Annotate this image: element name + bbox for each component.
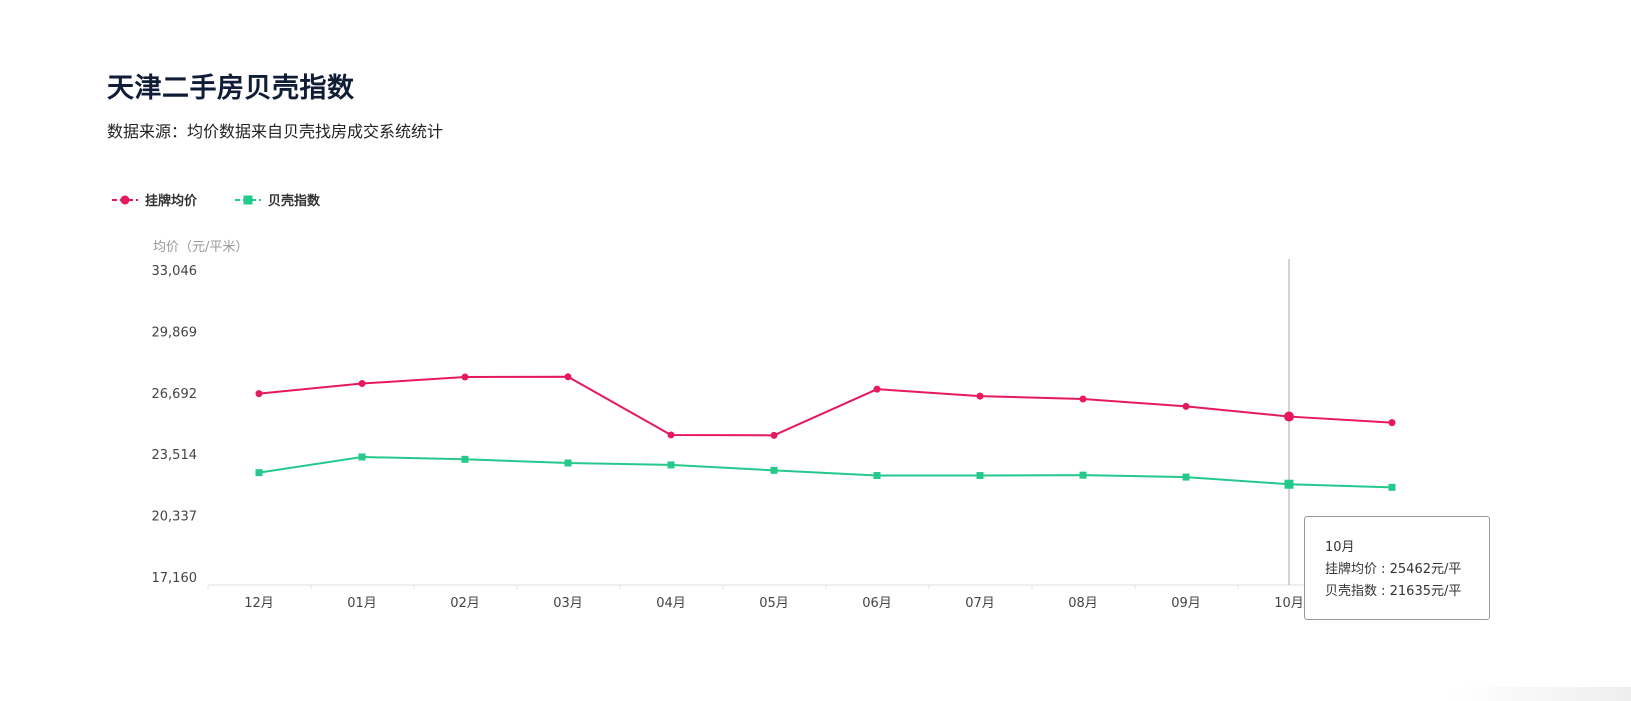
legend-item-beike-index[interactable]: 贝壳指数 <box>235 190 320 209</box>
data-point-beike-index <box>1182 473 1190 481</box>
y-tick-label: 17,160 <box>152 571 198 586</box>
y-axis-label: 均价（元/平米） <box>153 240 249 255</box>
data-point-beike-index <box>770 466 778 474</box>
data-point-beike-index <box>255 469 263 477</box>
tooltip-listing-price: 挂牌均价 : 25462元/平 <box>1325 562 1462 577</box>
data-point-listing-price <box>976 392 984 400</box>
data-point-beike-index <box>1284 479 1294 489</box>
data-point-listing-price <box>1182 402 1190 410</box>
data-point-beike-index <box>976 472 984 480</box>
x-tick-label: 07月 <box>965 596 995 611</box>
x-tick-label: 01月 <box>347 596 377 611</box>
data-point-beike-index <box>461 455 469 463</box>
data-point-beike-index <box>564 459 572 467</box>
y-tick-label: 29,869 <box>152 325 198 340</box>
page-title: 天津二手房贝壳指数 <box>107 73 355 104</box>
y-tick-label: 20,337 <box>152 510 198 525</box>
data-point-beike-index <box>667 461 675 469</box>
x-tick-label: 03月 <box>553 596 583 611</box>
x-tick-label: 06月 <box>862 596 892 611</box>
legend-circle-marker-icon <box>112 195 138 204</box>
data-point-listing-price <box>564 373 572 381</box>
x-tick-label: 05月 <box>759 596 789 611</box>
x-tick-label: 10月 <box>1274 596 1304 611</box>
data-point-listing-price <box>770 431 778 439</box>
data-point-beike-index <box>1388 483 1396 491</box>
y-tick-label: 26,692 <box>152 387 198 402</box>
data-point-beike-index <box>1079 471 1087 479</box>
x-tick-label: 08月 <box>1068 596 1098 611</box>
x-tick-label: 02月 <box>450 596 480 611</box>
page-subtitle: 数据来源：均价数据来自贝壳找房成交系统统计 <box>107 122 444 141</box>
series-line-beike-index <box>258 455 1393 489</box>
tooltip-month: 10月 <box>1325 540 1355 555</box>
x-tick-label: 12月 <box>244 596 274 611</box>
legend-square-marker-icon <box>235 195 262 204</box>
data-point-listing-price <box>255 390 263 398</box>
series-line-listing-price <box>258 375 1393 437</box>
chart-tooltip: 10月 挂牌均价 : 25462元/平 贝壳指数 : 21635元/平 <box>1304 516 1490 620</box>
x-tick-label: 09月 <box>1171 596 1201 611</box>
data-point-listing-price <box>1079 395 1087 403</box>
data-point-listing-price <box>1284 411 1294 422</box>
data-point-listing-price <box>358 380 366 388</box>
data-point-beike-index <box>873 472 881 480</box>
x-tick-label: 04月 <box>656 596 686 611</box>
data-point-listing-price <box>873 385 881 393</box>
data-point-listing-price <box>461 373 469 381</box>
data-point-listing-price <box>1388 419 1396 427</box>
corner-shade <box>1451 687 1631 701</box>
y-tick-label: 33,046 <box>152 264 198 279</box>
y-tick-label: 23,514 <box>152 448 198 463</box>
legend-item-listing-price[interactable]: 挂牌均价 <box>112 190 197 209</box>
legend-label-beike-index: 贝壳指数 <box>268 194 321 209</box>
chart-legend: 挂牌均价 贝壳指数 <box>112 190 358 209</box>
legend-label-listing-price: 挂牌均价 <box>145 194 198 209</box>
tooltip-beike-index: 贝壳指数 : 21635元/平 <box>1325 584 1462 599</box>
data-point-listing-price <box>667 431 675 439</box>
data-point-beike-index <box>358 453 366 461</box>
